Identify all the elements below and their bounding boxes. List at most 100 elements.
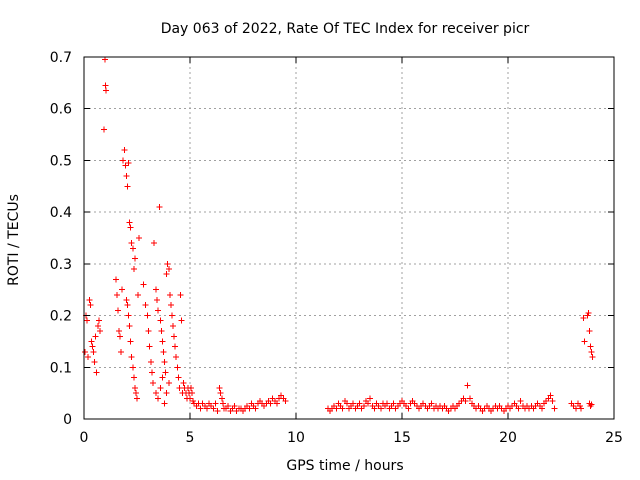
data-point <box>88 338 95 345</box>
y-tick-label: 0.1 <box>50 360 72 376</box>
y-tick-label: 0.6 <box>50 102 72 118</box>
data-point <box>142 302 149 309</box>
data-point <box>428 400 435 407</box>
data-point <box>549 397 556 404</box>
y-tick-label: 0.2 <box>50 309 72 325</box>
data-point <box>153 390 160 397</box>
data-point <box>188 384 195 391</box>
data-point <box>92 333 99 340</box>
points-layer <box>82 56 596 415</box>
data-point <box>405 405 412 412</box>
data-point <box>91 359 98 366</box>
data-point <box>93 369 100 376</box>
data-point <box>225 403 232 410</box>
data-point <box>371 405 378 412</box>
y-tick-label: 0.7 <box>50 50 72 66</box>
data-point <box>127 224 134 231</box>
data-point <box>102 56 109 63</box>
data-point <box>333 405 340 412</box>
data-point <box>214 408 221 415</box>
y-tick-label: 0.4 <box>50 205 72 221</box>
data-point <box>129 245 136 252</box>
data-point <box>577 403 584 410</box>
data-point <box>147 359 154 366</box>
data-point <box>231 403 238 410</box>
data-point <box>178 317 185 324</box>
data-point <box>82 348 89 355</box>
data-point <box>267 400 274 407</box>
data-point <box>123 172 130 179</box>
data-point <box>161 400 168 407</box>
data-point <box>218 395 225 402</box>
data-point <box>176 384 183 391</box>
data-point <box>84 317 91 324</box>
data-point <box>155 307 162 314</box>
data-point <box>125 312 132 319</box>
data-point <box>167 302 174 309</box>
data-point <box>101 126 108 133</box>
data-point <box>95 317 102 324</box>
data-point <box>130 374 137 381</box>
data-point <box>171 333 178 340</box>
x-tick-label: 25 <box>605 430 623 446</box>
data-point <box>114 307 121 314</box>
data-point <box>112 276 119 283</box>
data-point <box>551 405 558 412</box>
data-point <box>85 353 92 360</box>
data-point <box>580 315 587 322</box>
data-point <box>586 328 593 335</box>
data-point <box>146 343 153 350</box>
data-point <box>87 302 94 309</box>
data-point <box>115 328 122 335</box>
data-point <box>160 348 167 355</box>
data-point <box>252 405 259 412</box>
data-point <box>158 328 165 335</box>
data-point <box>127 338 134 345</box>
data-point <box>117 333 124 340</box>
data-point <box>581 338 588 345</box>
data-point <box>128 353 135 360</box>
data-point <box>584 312 591 319</box>
data-point <box>165 379 172 386</box>
data-point <box>154 297 161 304</box>
data-point <box>360 403 367 410</box>
data-point <box>86 297 93 304</box>
data-point <box>187 395 193 402</box>
data-point <box>174 364 181 371</box>
data-point <box>136 235 143 241</box>
data-point <box>177 291 184 298</box>
data-point <box>175 374 182 381</box>
data-point <box>365 400 372 407</box>
data-point <box>148 369 155 376</box>
axes-layer <box>83 56 615 420</box>
data-point <box>161 359 168 366</box>
data-point <box>189 390 196 397</box>
data-point <box>390 400 397 407</box>
data-point <box>588 348 595 355</box>
data-point <box>343 400 350 407</box>
data-point <box>464 382 471 389</box>
data-point <box>589 353 596 360</box>
data-point <box>124 302 131 309</box>
data-point <box>144 312 151 319</box>
data-point <box>212 400 219 407</box>
x-tick-label: 0 <box>80 430 89 446</box>
data-point <box>538 405 545 412</box>
data-point <box>150 240 157 247</box>
data-point <box>132 390 139 397</box>
data-point <box>197 405 204 412</box>
y-axis-label: ROTI / TECUs <box>6 194 22 286</box>
x-tick-label: 5 <box>186 430 195 446</box>
data-point <box>121 147 128 154</box>
data-point <box>102 82 109 89</box>
data-point <box>367 395 374 402</box>
y-tick-label: 0.5 <box>50 153 72 169</box>
chart-title: Day 063 of 2022, Rate Of TEC Index for r… <box>161 21 530 37</box>
data-point <box>157 317 164 324</box>
data-point <box>90 348 97 355</box>
data-point <box>153 286 160 293</box>
data-point <box>135 291 142 298</box>
data-point <box>145 328 152 335</box>
